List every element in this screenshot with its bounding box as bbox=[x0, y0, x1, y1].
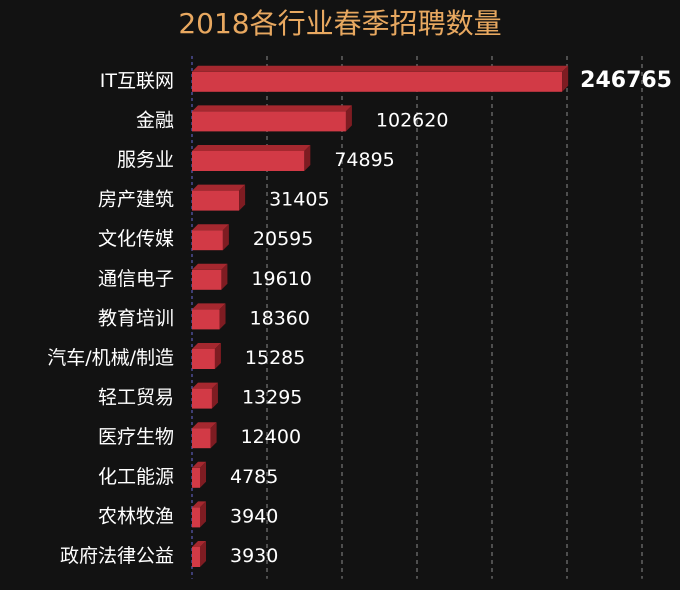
bar bbox=[192, 349, 215, 369]
bar-group bbox=[192, 263, 228, 290]
category-label: 文化传媒 bbox=[98, 228, 174, 250]
bar-side-face bbox=[211, 382, 218, 409]
bar bbox=[192, 151, 305, 171]
bar-side-face bbox=[222, 224, 229, 251]
bar-top-face bbox=[192, 382, 218, 389]
bar-top-face bbox=[192, 461, 206, 468]
bar bbox=[192, 111, 346, 132]
bar-side-face bbox=[239, 184, 246, 211]
category-label: 通信电子 bbox=[98, 268, 174, 290]
category-label: IT互联网 bbox=[100, 70, 174, 92]
bar bbox=[192, 71, 563, 92]
bar-top-face bbox=[192, 541, 206, 547]
bar-group bbox=[192, 145, 311, 171]
data-label: 4785 bbox=[230, 466, 278, 488]
category-label: 化工能源 bbox=[98, 466, 174, 488]
bar-top-face bbox=[192, 224, 229, 231]
data-label: 15285 bbox=[245, 347, 305, 369]
bar-group bbox=[192, 382, 218, 409]
bar-group bbox=[192, 224, 229, 251]
data-label: 102620 bbox=[376, 109, 449, 131]
bar-top-face bbox=[192, 263, 228, 270]
bar-group bbox=[192, 303, 226, 330]
category-label: 农林牧渔 bbox=[98, 505, 174, 527]
bar-top-face bbox=[192, 303, 226, 310]
bar-side-face bbox=[214, 343, 221, 369]
category-label: 金融 bbox=[136, 109, 174, 131]
bar-side-face bbox=[200, 501, 206, 528]
category-label: 房产建筑 bbox=[98, 189, 174, 211]
bar-side-face bbox=[345, 105, 352, 132]
category-label: 汽车/机械/制造 bbox=[47, 347, 174, 369]
category-label: 轻工贸易 bbox=[98, 387, 174, 409]
bar bbox=[192, 269, 222, 290]
bar-top-face bbox=[192, 145, 311, 151]
bar bbox=[192, 230, 223, 251]
bar bbox=[192, 507, 200, 528]
bar bbox=[192, 428, 211, 449]
category-label: 服务业 bbox=[117, 149, 174, 171]
bar-top-face bbox=[192, 343, 221, 349]
bar-group bbox=[192, 65, 569, 92]
bar-side-face bbox=[219, 303, 226, 330]
bar-side-face bbox=[200, 541, 206, 567]
bar-top-face bbox=[192, 65, 569, 72]
bar-side-face bbox=[562, 65, 569, 92]
category-label: 教育培训 bbox=[98, 307, 174, 329]
category-label: 政府法律公益 bbox=[60, 545, 174, 567]
data-label: 18360 bbox=[250, 307, 310, 329]
bar bbox=[192, 309, 220, 330]
bar-side-face bbox=[221, 263, 228, 290]
bar-top-face bbox=[192, 422, 217, 429]
bar bbox=[192, 388, 212, 409]
data-label: 13295 bbox=[242, 387, 302, 409]
data-label: 12400 bbox=[241, 426, 301, 448]
bar bbox=[192, 190, 240, 211]
bar bbox=[192, 547, 200, 567]
bar-top-face bbox=[192, 105, 352, 112]
bar-group bbox=[192, 105, 352, 132]
bar-side-face bbox=[304, 145, 311, 171]
bar bbox=[192, 467, 200, 488]
data-label: 20595 bbox=[253, 228, 313, 250]
bar-group bbox=[192, 422, 217, 449]
data-label: 3930 bbox=[230, 545, 278, 567]
data-label: 246765 bbox=[580, 68, 672, 93]
chart-title: 2018各行业春季招聘数量 bbox=[178, 7, 502, 40]
data-label: 3940 bbox=[230, 505, 278, 527]
bar-top-face bbox=[192, 501, 206, 508]
bar-group bbox=[192, 461, 206, 488]
bar-group bbox=[192, 541, 206, 567]
bar-group bbox=[192, 501, 206, 528]
gridlines bbox=[266, 56, 643, 579]
bar-top-face bbox=[192, 184, 246, 191]
data-label: 19610 bbox=[251, 268, 311, 290]
bar-group bbox=[192, 184, 246, 211]
data-label: 74895 bbox=[334, 149, 394, 171]
bar-group bbox=[192, 343, 221, 369]
category-label: 医疗生物 bbox=[98, 426, 174, 448]
data-label: 31405 bbox=[269, 189, 329, 211]
bar-side-face bbox=[200, 461, 206, 488]
bar-side-face bbox=[210, 422, 217, 449]
